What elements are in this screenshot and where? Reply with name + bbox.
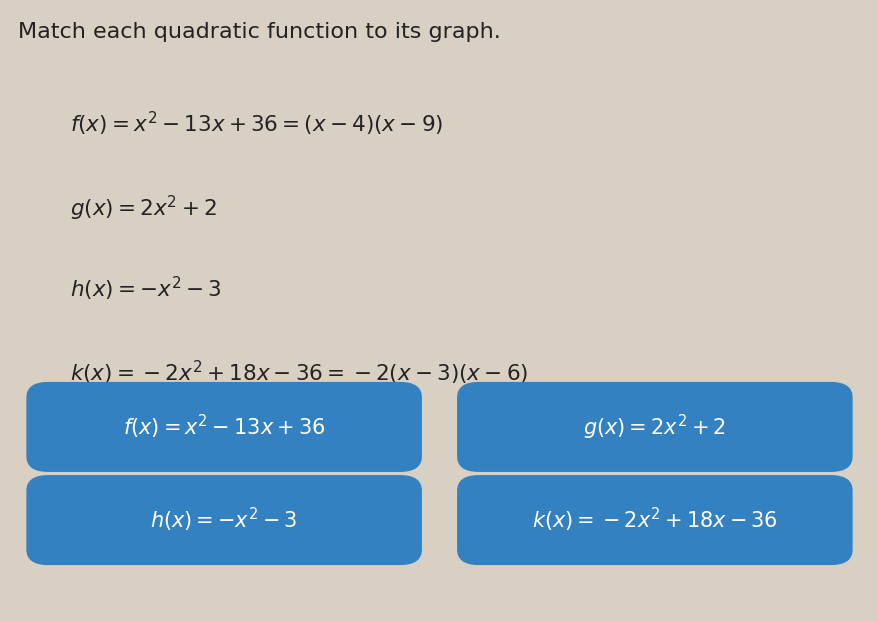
- Text: $\mathit{f}(x) = x^2 - 13x + 36 = (x - 4)(x - 9)$: $\mathit{f}(x) = x^2 - 13x + 36 = (x - 4…: [70, 110, 443, 138]
- FancyBboxPatch shape: [457, 475, 852, 565]
- FancyBboxPatch shape: [26, 475, 421, 565]
- Text: $\mathit{g}(x) = 2x^2 + 2$: $\mathit{g}(x) = 2x^2 + 2$: [583, 412, 725, 442]
- Text: $\mathit{k}(x) = -2x^2 + 18x - 36 = -2(x - 3)(x - 6)$: $\mathit{k}(x) = -2x^2 + 18x - 36 = -2(x…: [70, 358, 528, 387]
- FancyBboxPatch shape: [457, 382, 852, 472]
- Text: Match each quadratic function to its graph.: Match each quadratic function to its gra…: [18, 22, 500, 42]
- Text: $\mathit{h}(x) = {-}x^2 - 3$: $\mathit{h}(x) = {-}x^2 - 3$: [70, 274, 222, 303]
- FancyBboxPatch shape: [26, 382, 421, 472]
- Text: $\mathit{g}(x) = 2x^2 + 2$: $\mathit{g}(x) = 2x^2 + 2$: [70, 193, 217, 223]
- Text: $\mathit{k}(x) = -2x^2 + 18x - 36$: $\mathit{k}(x) = -2x^2 + 18x - 36$: [531, 506, 777, 534]
- Text: $\mathit{f}(x) = x^2 - 13x + 36$: $\mathit{f}(x) = x^2 - 13x + 36$: [123, 413, 325, 441]
- Text: $\mathit{h}(x) = {-}x^2 - 3$: $\mathit{h}(x) = {-}x^2 - 3$: [150, 506, 298, 534]
